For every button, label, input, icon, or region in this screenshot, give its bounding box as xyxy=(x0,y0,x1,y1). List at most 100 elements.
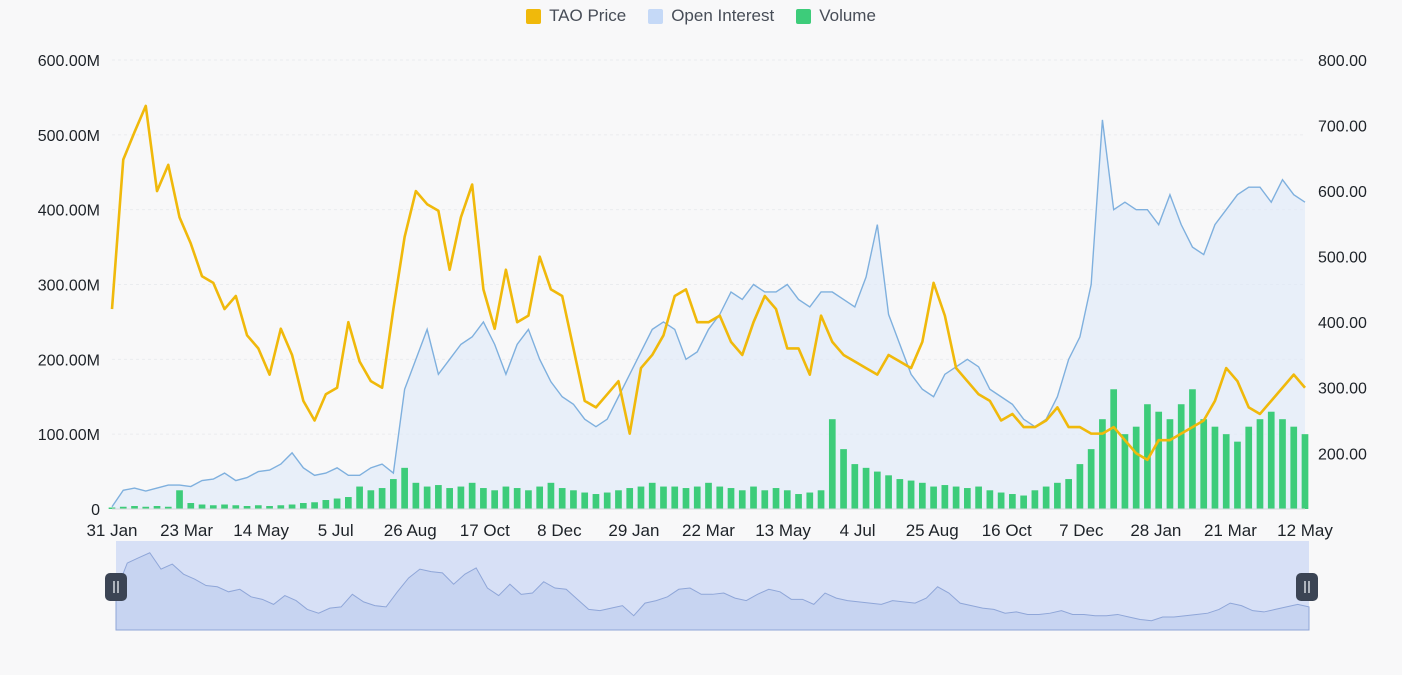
volume-bar xyxy=(153,506,161,509)
open-interest-line xyxy=(111,119,1306,508)
volume-bar xyxy=(750,486,757,509)
x-tick-label: 5 Jul xyxy=(318,521,354,540)
volume-bar xyxy=(288,504,296,509)
volume-bar xyxy=(1267,411,1275,509)
volume-bar xyxy=(1177,404,1185,509)
y-right-tick-label: 500.00 xyxy=(1318,250,1367,267)
volume-bar xyxy=(468,482,476,509)
x-tick-label: 21 Mar xyxy=(1204,521,1257,540)
open-interest-area xyxy=(112,119,1305,509)
y-left-tick-label: 500.00M xyxy=(38,128,100,145)
volume-bar xyxy=(817,490,825,509)
volume-bar xyxy=(738,490,746,509)
volume-bar xyxy=(1065,479,1072,509)
volume-bar xyxy=(345,497,352,509)
volume-bar xyxy=(615,490,622,509)
volume-bar xyxy=(975,486,982,509)
volume-bar xyxy=(333,498,341,509)
volume-bar xyxy=(457,486,465,509)
volume-bar xyxy=(1042,486,1050,509)
volume-bar xyxy=(232,505,240,509)
navigator[interactable] xyxy=(105,541,1318,631)
x-tick-label: 12 May xyxy=(1277,521,1333,540)
volume-bar xyxy=(1234,441,1241,509)
y-left-tick-label: 100.00M xyxy=(38,427,100,444)
volume-bar xyxy=(873,471,881,509)
volume-bar xyxy=(356,486,363,509)
volume-layer xyxy=(108,389,1309,509)
volume-bar xyxy=(435,485,442,509)
x-tick-label: 4 Jul xyxy=(840,521,876,540)
x-tick-label: 17 Oct xyxy=(460,521,510,540)
y-right-tick-label: 200.00 xyxy=(1318,446,1367,463)
volume-bar xyxy=(727,488,735,509)
volume-bar xyxy=(682,488,690,509)
volume-bar xyxy=(525,490,532,509)
open-interest-layer xyxy=(111,119,1306,509)
volume-bar xyxy=(693,486,701,509)
volume-bar xyxy=(108,507,116,509)
x-tick-label: 8 Dec xyxy=(537,521,582,540)
volume-bar xyxy=(795,494,802,509)
volume-bar xyxy=(1279,419,1286,509)
volume-bar xyxy=(761,490,769,509)
navigator-left-handle[interactable] xyxy=(105,573,127,601)
price-layer xyxy=(110,104,1306,462)
volume-bar xyxy=(806,492,814,509)
volume-bar xyxy=(1144,404,1151,509)
legend-swatch-volume xyxy=(796,8,812,24)
volume-bar xyxy=(671,486,679,509)
legend-item-volume[interactable]: Volume xyxy=(796,6,876,26)
volume-bar xyxy=(1031,490,1039,509)
x-tick-label: 22 Mar xyxy=(682,521,735,540)
volume-bar xyxy=(1020,495,1027,509)
legend-swatch-open-interest xyxy=(648,8,664,24)
volume-bar xyxy=(907,480,915,509)
y-left-tick-label: 200.00M xyxy=(38,352,100,369)
volume-bar xyxy=(1290,426,1298,509)
legend-item-tao-price[interactable]: TAO Price xyxy=(526,6,626,26)
volume-bar xyxy=(378,488,386,509)
volume-bar xyxy=(896,479,904,509)
volume-bar xyxy=(1200,419,1208,509)
drag-handle-icon xyxy=(105,573,127,601)
volume-bar xyxy=(1076,464,1084,509)
x-tick-label: 25 Aug xyxy=(906,521,959,540)
volume-bar xyxy=(1301,434,1309,509)
axis-layer: 0 100.00M 200.00M 300.00M 400.00M 500.00M 600.… xyxy=(38,53,1367,540)
x-tick-label: 7 Dec xyxy=(1059,521,1104,540)
volume-bar xyxy=(964,488,971,509)
volume-bar xyxy=(187,503,195,509)
navigator-right-handle[interactable] xyxy=(1296,573,1318,601)
volume-bar xyxy=(480,488,487,509)
volume-bar xyxy=(783,490,791,509)
legend-label-volume: Volume xyxy=(819,6,876,25)
volume-bar xyxy=(1211,426,1219,509)
y-right-tick-label: 700.00 xyxy=(1318,119,1367,136)
legend-swatch-tao-price xyxy=(526,8,542,24)
volume-bar xyxy=(164,506,172,509)
volume-bar xyxy=(131,506,138,509)
volume-bar xyxy=(502,486,510,509)
y-left-tick-label: 600.00M xyxy=(38,53,100,70)
tao-price-line xyxy=(110,104,1306,462)
volume-bar xyxy=(570,490,577,509)
volume-bar xyxy=(648,482,656,509)
volume-bar xyxy=(513,488,521,509)
volume-bar xyxy=(536,486,544,509)
volume-bar xyxy=(952,486,960,509)
legend-item-open-interest[interactable]: Open Interest xyxy=(648,6,774,26)
volume-bar xyxy=(716,486,724,509)
volume-bar xyxy=(266,506,273,509)
volume-bar xyxy=(198,504,206,509)
volume-bar xyxy=(221,504,228,509)
volume-bar xyxy=(885,475,892,509)
y-left-tick-label: 400.00M xyxy=(38,203,100,220)
volume-bar xyxy=(930,486,937,509)
x-tick-label: 28 Jan xyxy=(1130,521,1181,540)
volume-bar xyxy=(997,492,1005,509)
volume-bar xyxy=(840,449,847,509)
volume-bar xyxy=(401,467,408,509)
